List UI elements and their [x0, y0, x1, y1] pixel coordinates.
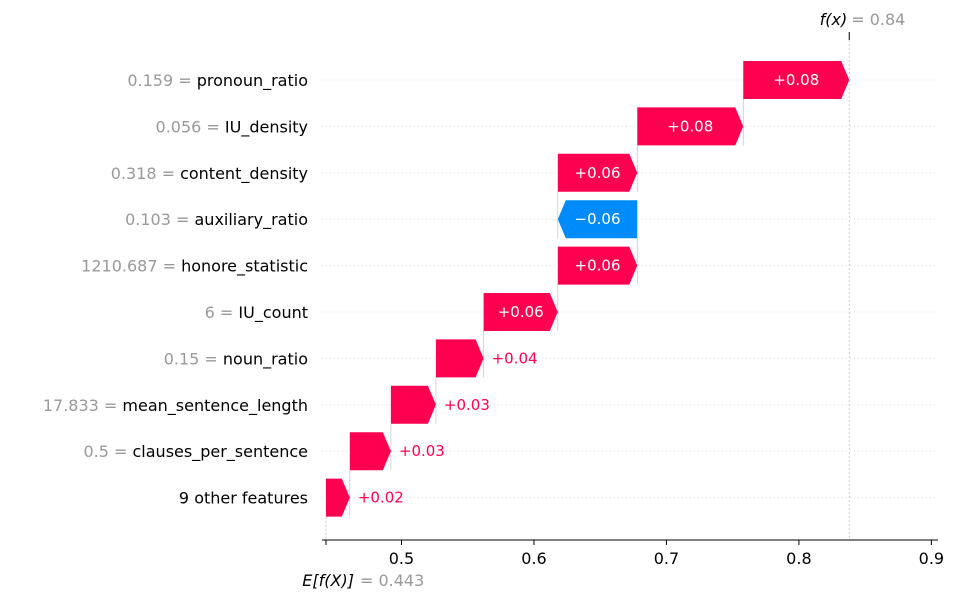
bar-label: +0.06 — [575, 257, 621, 275]
x-tick-label: 0.9 — [919, 549, 944, 568]
feature-label: 1210.687 = honore_statistic — [81, 257, 308, 277]
bar-label: +0.08 — [773, 71, 819, 89]
bar-label: +0.08 — [667, 117, 713, 135]
feature-value: 0.15 = — [164, 349, 223, 368]
feature-value: 0.103 = — [125, 210, 194, 229]
feature-value: 0.5 = — [83, 442, 132, 461]
bar-IU_count — [483, 293, 558, 331]
bar-auxiliary_ratio — [557, 200, 638, 239]
feature-label: 17.833 = mean_sentence_length — [43, 396, 308, 416]
feature-name: auxiliary_ratio — [195, 210, 309, 230]
bar-label: −0.06 — [575, 210, 621, 228]
feature-value: 6 = — [205, 303, 239, 322]
x-axis: 0.5 0.6 0.7 0.8 0.9 — [322, 539, 944, 568]
bar-label: +0.06 — [575, 164, 621, 182]
bar-label: +0.02 — [358, 489, 404, 507]
bar-mean_sentence_length — [390, 385, 436, 424]
bar-content_density — [557, 153, 638, 192]
bar-9-other-features — [325, 478, 350, 517]
feature-label: 0.318 = content_density — [111, 164, 308, 184]
bar-label: +0.04 — [492, 349, 538, 367]
feature-name: honore_statistic — [181, 257, 308, 277]
feature-name: 9 other features — [179, 489, 308, 508]
feature-label: 0.159 = pronoun_ratio — [127, 71, 308, 91]
feature-name: clauses_per_sentence — [133, 442, 309, 462]
x-tick-label: 0.5 — [389, 549, 414, 568]
output-value-text: = 0.84 — [851, 10, 905, 29]
feature-name: noun_ratio — [223, 349, 308, 369]
x-tick-label: 0.6 — [521, 549, 546, 568]
feature-value: 0.159 = — [127, 71, 196, 90]
feature-label: 0.056 = IU_density — [156, 117, 308, 137]
feature-name: content_density — [180, 164, 308, 184]
bar-label: +0.03 — [399, 442, 445, 460]
feature-name: IU_count — [238, 303, 308, 323]
feature-name: IU_density — [225, 117, 308, 137]
feature-label: 0.5 = clauses_per_sentence — [83, 442, 308, 462]
feature-label: 6 = IU_count — [205, 303, 308, 323]
feature-value: 1210.687 = — [81, 257, 181, 276]
feature-label: 0.15 = noun_ratio — [164, 349, 308, 369]
base-value-text: = 0.443 — [360, 571, 424, 590]
output-label-text: f(x) — [820, 10, 848, 29]
base-value-label: E[f(X)] — [302, 571, 354, 590]
output-value-label: f(x) — [820, 10, 848, 29]
feature-value: 17.833 = — [43, 396, 123, 415]
bar-clauses_per_sentence — [349, 432, 391, 471]
feature-name: pronoun_ratio — [197, 71, 308, 91]
feature-label: 0.103 = auxiliary_ratio — [125, 210, 308, 230]
bar-label: +0.03 — [444, 396, 490, 414]
bar-IU_density — [637, 107, 744, 146]
bar-honore_statistic — [557, 246, 638, 285]
feature-value: 0.056 = — [156, 117, 225, 136]
bars: +0.08 +0.08 +0.06 −0.06 +0.06 +0.06 +0.04 +0.03… — [325, 61, 850, 517]
bar-pronoun_ratio — [743, 61, 850, 99]
x-tick-label: 0.8 — [786, 549, 811, 568]
feature-name: mean_sentence_length — [122, 396, 308, 416]
bar-label: +0.06 — [498, 303, 544, 321]
bar-noun_ratio — [435, 339, 484, 378]
feature-value: 0.318 = — [111, 164, 180, 183]
feature-label: 9 other features — [179, 489, 308, 508]
x-tick-label: 0.7 — [654, 549, 679, 568]
grid-lines — [322, 32, 938, 540]
annotations: f(x) = 0.84 E[f(X)] = 0.443 — [302, 10, 905, 590]
